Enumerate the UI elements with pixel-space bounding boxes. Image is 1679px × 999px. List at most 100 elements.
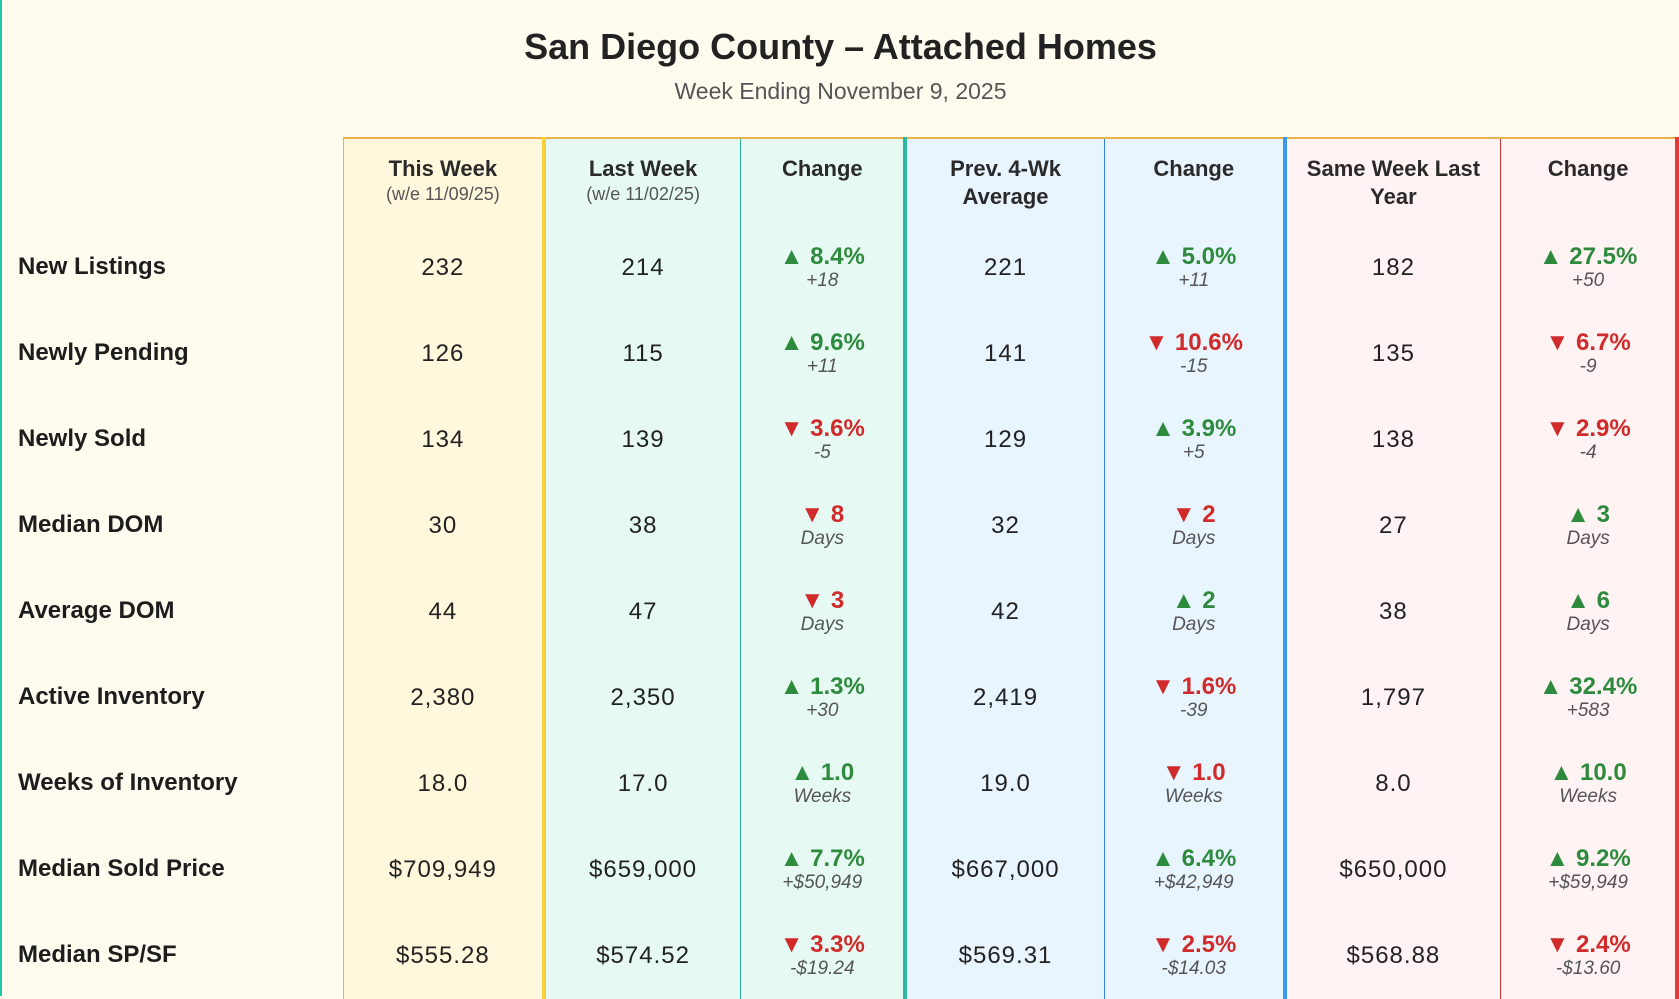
change-value: 2 xyxy=(1202,501,1216,528)
last-week-value: 38 xyxy=(541,483,741,569)
change-value: 1.0 xyxy=(820,759,855,786)
col-header-last-week: Last Week (w/e 11/02/25) xyxy=(541,137,741,225)
change-delta: -9 xyxy=(1579,356,1597,377)
change-down: ▼ 1.0 xyxy=(1105,760,1283,786)
table-row: 2,380 2,350 ▲ 1.3% +30 2,419 ▼ 1.6% -39 1,797 ▲ … xyxy=(342,655,1679,741)
triangle-down-icon: ▼ xyxy=(1545,415,1576,442)
triangle-up-icon: ▲ xyxy=(779,673,811,700)
change-up: ▲ 1.3% xyxy=(741,674,903,700)
change-year-cell: ▲ 6 Days xyxy=(1500,569,1679,655)
change-down: ▼ 3.6% xyxy=(741,416,903,442)
change-down: ▼ 10.6% xyxy=(1105,330,1283,356)
change-value: 10.6% xyxy=(1174,329,1243,356)
row-label: Median DOM xyxy=(18,511,164,538)
change-delta: -$13.60 xyxy=(1555,958,1621,979)
change-year-cell: ▲ 10.0 Weeks xyxy=(1500,741,1679,827)
change-delta: +11 xyxy=(806,356,838,377)
change-prev4-cell: ▼ 10.6% -15 xyxy=(1103,311,1285,397)
triangle-up-icon: ▲ xyxy=(779,845,811,872)
change-week-cell: ▲ 1.0 Weeks xyxy=(740,741,906,827)
triangle-down-icon: ▼ xyxy=(1545,931,1576,958)
change-delta: Days xyxy=(800,614,844,635)
change-delta: Days xyxy=(1172,614,1216,635)
triangle-up-icon: ▲ xyxy=(1566,587,1597,614)
triangle-up-icon: ▲ xyxy=(1171,587,1203,614)
change-value: 5.0% xyxy=(1181,243,1237,270)
last-year-value: 27 xyxy=(1282,483,1501,569)
change-up: ▲ 9.6% xyxy=(741,330,903,356)
change-week-cell: ▲ 1.3% +30 xyxy=(740,655,906,741)
change-value: 2.4% xyxy=(1575,931,1631,958)
change-prev4-cell: ▲ 3.9% +5 xyxy=(1103,397,1285,483)
table-row: 30 38 ▼ 8 Days 32 ▼ 2 Days 27 ▲ 3 Days xyxy=(342,483,1679,569)
change-prev4-cell: ▼ 1.6% -39 xyxy=(1103,655,1285,741)
col-sublabel: (w/e 11/02/25) xyxy=(586,184,700,204)
col-sublabel: (w/e 11/09/25) xyxy=(385,184,500,204)
change-value: 2.5% xyxy=(1181,931,1237,958)
triangle-down-icon: ▼ xyxy=(1161,759,1193,786)
change-down: ▼ 1.6% xyxy=(1105,674,1283,700)
change-delta: -4 xyxy=(1579,442,1597,463)
change-down: ▼ 3.3% xyxy=(741,932,903,958)
last-year-value: 1,797 xyxy=(1282,655,1501,741)
table-row: $709,949 $659,000 ▲ 7.7% +$50,949 $667,000 ▲ … xyxy=(342,827,1679,913)
triangle-down-icon: ▼ xyxy=(1144,329,1175,356)
col-label: Last Week xyxy=(588,156,698,181)
triangle-down-icon: ▼ xyxy=(779,931,811,958)
change-value: 1.3% xyxy=(810,673,865,700)
triangle-up-icon: ▲ xyxy=(779,243,811,270)
table-row: 134 139 ▼ 3.6% -5 129 ▲ 3.9% +5 138 ▼ 2.9% -4 xyxy=(342,397,1679,483)
change-up: ▲ 2 xyxy=(1105,588,1283,614)
change-week-cell: ▼ 3 Days xyxy=(740,569,906,655)
change-value: 2.9% xyxy=(1575,415,1631,442)
this-week-value: 134 xyxy=(342,397,544,483)
col-header-change-prev4: Change xyxy=(1103,137,1285,225)
change-down: ▼ 3 xyxy=(741,588,903,614)
change-delta: +50 xyxy=(1572,270,1605,291)
table-row: 44 47 ▼ 3 Days 42 ▲ 2 Days 38 ▲ 6 Days xyxy=(342,569,1679,655)
change-delta: -39 xyxy=(1180,700,1208,721)
triangle-up-icon: ▲ xyxy=(790,759,821,786)
last-week-value: 115 xyxy=(541,311,741,397)
change-year-cell: ▼ 2.9% -4 xyxy=(1500,397,1679,483)
change-down: ▼ 2.9% xyxy=(1501,416,1675,442)
stats-table: This Week (w/e 11/09/25) Last Week (w/e 11… xyxy=(342,137,1679,999)
last-year-value: $568.88 xyxy=(1282,913,1501,999)
row-label: Weeks of Inventory xyxy=(18,769,238,796)
table-row: 126 115 ▲ 9.6% +11 141 ▼ 10.6% -15 135 ▼ 6.7% -9 xyxy=(342,311,1679,397)
last-week-value: 47 xyxy=(541,569,741,655)
prev4-value: 19.0 xyxy=(903,741,1105,827)
change-year-cell: ▼ 6.7% -9 xyxy=(1500,311,1679,397)
change-prev4-cell: ▲ 6.4% +$42,949 xyxy=(1103,827,1285,913)
change-down: ▼ 2.4% xyxy=(1501,932,1675,958)
change-delta: +11 xyxy=(1178,270,1210,291)
this-week-value: 30 xyxy=(342,483,544,569)
change-down: ▼ 6.7% xyxy=(1501,330,1675,356)
change-up: ▲ 8.4% xyxy=(741,244,903,270)
change-value: 6.7% xyxy=(1575,329,1631,356)
last-year-value: $650,000 xyxy=(1282,827,1501,913)
triangle-down-icon: ▼ xyxy=(800,587,831,614)
change-up: ▲ 9.2% xyxy=(1501,846,1675,872)
change-value: 7.7% xyxy=(810,845,865,872)
change-delta: +583 xyxy=(1566,700,1610,721)
triangle-down-icon: ▼ xyxy=(800,501,831,528)
change-delta: Days xyxy=(800,528,844,549)
change-up: ▲ 6 xyxy=(1501,588,1675,614)
change-value: 27.5% xyxy=(1569,243,1638,270)
last-week-value: $659,000 xyxy=(541,827,741,913)
change-up: ▲ 32.4% xyxy=(1501,674,1675,700)
change-week-cell: ▲ 7.7% +$50,949 xyxy=(740,827,906,913)
col-header-change-year: Change xyxy=(1500,137,1679,225)
change-delta: +5 xyxy=(1182,442,1205,463)
last-week-value: 17.0 xyxy=(541,741,741,827)
row-label: Average DOM xyxy=(18,597,175,624)
change-delta: +18 xyxy=(806,270,839,291)
this-week-value: 2,380 xyxy=(342,655,544,741)
change-up: ▲ 10.0 xyxy=(1501,760,1675,786)
change-value: 2 xyxy=(1202,587,1216,614)
change-value: 9.6% xyxy=(810,329,865,356)
change-week-cell: ▼ 8 Days xyxy=(740,483,906,569)
col-header-change-week: Change xyxy=(740,137,906,225)
change-week-cell: ▼ 3.3% -$19.24 xyxy=(740,913,906,999)
